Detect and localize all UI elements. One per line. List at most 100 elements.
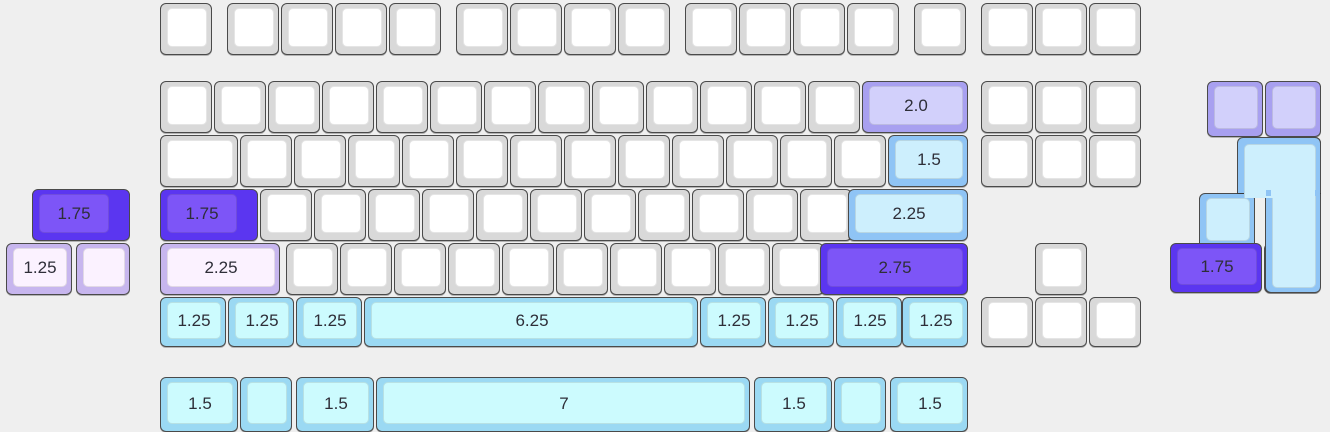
key-cap[interactable] (476, 189, 528, 241)
key-cap[interactable] (981, 3, 1033, 55)
key-cap[interactable] (286, 243, 338, 295)
key-cap[interactable] (376, 81, 428, 133)
key-cap[interactable] (584, 189, 636, 241)
key-cap[interactable] (422, 189, 474, 241)
key-cap[interactable] (1035, 81, 1087, 133)
key-cap[interactable] (76, 243, 130, 295)
key-cap[interactable] (1089, 297, 1141, 347)
key-cap[interactable] (389, 3, 441, 55)
key-cap[interactable] (1035, 135, 1087, 187)
key-cap[interactable] (1089, 3, 1141, 55)
key-cap[interactable] (1089, 81, 1141, 133)
key-cap[interactable] (448, 243, 500, 295)
key-cap[interactable] (1035, 243, 1087, 295)
key-cap[interactable] (834, 377, 886, 432)
key-cap[interactable]: 2.0 (862, 81, 968, 133)
key-cap[interactable]: 2.25 (848, 189, 968, 241)
key-cap[interactable] (340, 243, 392, 295)
key-cap[interactable]: 1.75 (1170, 243, 1262, 293)
key-cap[interactable] (538, 81, 590, 133)
key-cap[interactable] (1199, 193, 1255, 249)
key-cap[interactable] (793, 3, 845, 55)
key-cap[interactable] (260, 189, 312, 241)
key-cap[interactable] (214, 81, 266, 133)
key-cap[interactable] (610, 243, 662, 295)
key-cap[interactable] (981, 135, 1033, 187)
key-cap[interactable] (430, 81, 482, 133)
key-cap[interactable]: 2.75 (820, 243, 968, 295)
key-cap[interactable] (314, 189, 366, 241)
key-cap[interactable] (281, 3, 333, 55)
key-cap[interactable] (914, 3, 966, 55)
key-cap[interactable] (847, 3, 899, 55)
key-cap[interactable]: 1.25 (902, 297, 968, 347)
key-cap[interactable] (808, 81, 860, 133)
key-cap[interactable] (618, 135, 670, 187)
key-cap[interactable] (1089, 135, 1141, 187)
key-cap[interactable]: 1.25 (700, 297, 766, 347)
key-cap[interactable] (530, 189, 582, 241)
key-cap[interactable]: 1.25 (296, 297, 362, 347)
key-cap[interactable] (456, 135, 508, 187)
key-cap[interactable] (638, 189, 690, 241)
key-cap[interactable]: 1.25 (768, 297, 834, 347)
big-enter-key-upper[interactable] (1237, 137, 1321, 198)
key-cap[interactable] (394, 243, 446, 295)
key-cap[interactable] (556, 243, 608, 295)
key-cap[interactable]: 1.25 (836, 297, 902, 347)
key-cap[interactable]: 1.25 (160, 297, 226, 347)
key-cap[interactable] (754, 81, 806, 133)
key-cap[interactable]: 1.75 (32, 189, 130, 241)
key-cap[interactable] (726, 135, 778, 187)
key-cap[interactable]: 2.25 (160, 243, 280, 295)
key-cap[interactable]: 6.25 (364, 297, 698, 347)
key-cap[interactable]: 1.75 (160, 189, 258, 241)
key-cap[interactable] (618, 3, 670, 55)
key-cap[interactable] (564, 135, 616, 187)
key-cap[interactable] (322, 81, 374, 133)
key-cap[interactable]: 1.5 (890, 377, 968, 432)
key-cap[interactable]: 1.25 (6, 243, 72, 295)
key-cap[interactable]: 1.5 (754, 377, 832, 432)
key-cap[interactable] (502, 243, 554, 295)
key-cap[interactable] (685, 3, 737, 55)
key-cap[interactable] (739, 3, 791, 55)
key-cap[interactable] (484, 81, 536, 133)
key-cap[interactable] (564, 3, 616, 55)
key-cap[interactable] (510, 135, 562, 187)
key-cap[interactable] (402, 135, 454, 187)
key-cap[interactable] (240, 135, 292, 187)
key-cap[interactable] (160, 3, 212, 55)
key-cap[interactable] (1035, 297, 1087, 347)
key-cap[interactable] (672, 135, 724, 187)
key-cap[interactable]: 1.5 (888, 135, 968, 187)
key-cap[interactable] (1265, 81, 1321, 137)
key-cap[interactable] (592, 81, 644, 133)
key-cap[interactable] (834, 135, 886, 187)
key-cap[interactable]: 1.5 (160, 377, 238, 432)
key-cap[interactable] (1207, 81, 1263, 137)
key-cap[interactable] (800, 189, 852, 241)
key-cap[interactable] (981, 297, 1033, 347)
key-cap[interactable] (746, 189, 798, 241)
key-cap[interactable] (718, 243, 770, 295)
key-cap[interactable]: 1.25 (228, 297, 294, 347)
key-cap[interactable] (780, 135, 832, 187)
key-cap[interactable] (348, 135, 400, 187)
key-cap[interactable] (692, 189, 744, 241)
key-cap[interactable] (335, 3, 387, 55)
key-cap[interactable] (510, 3, 562, 55)
key-cap[interactable] (227, 3, 279, 55)
key-cap[interactable] (160, 81, 212, 133)
key-cap[interactable] (664, 243, 716, 295)
key-cap[interactable] (160, 135, 238, 187)
key-cap[interactable] (981, 81, 1033, 133)
key-cap[interactable] (456, 3, 508, 55)
key-cap[interactable] (368, 189, 420, 241)
key-cap[interactable]: 7 (376, 377, 750, 432)
key-cap[interactable] (240, 377, 292, 432)
key-cap[interactable] (646, 81, 698, 133)
key-cap[interactable] (772, 243, 824, 295)
key-cap[interactable] (268, 81, 320, 133)
key-cap[interactable]: 1.5 (296, 377, 374, 432)
